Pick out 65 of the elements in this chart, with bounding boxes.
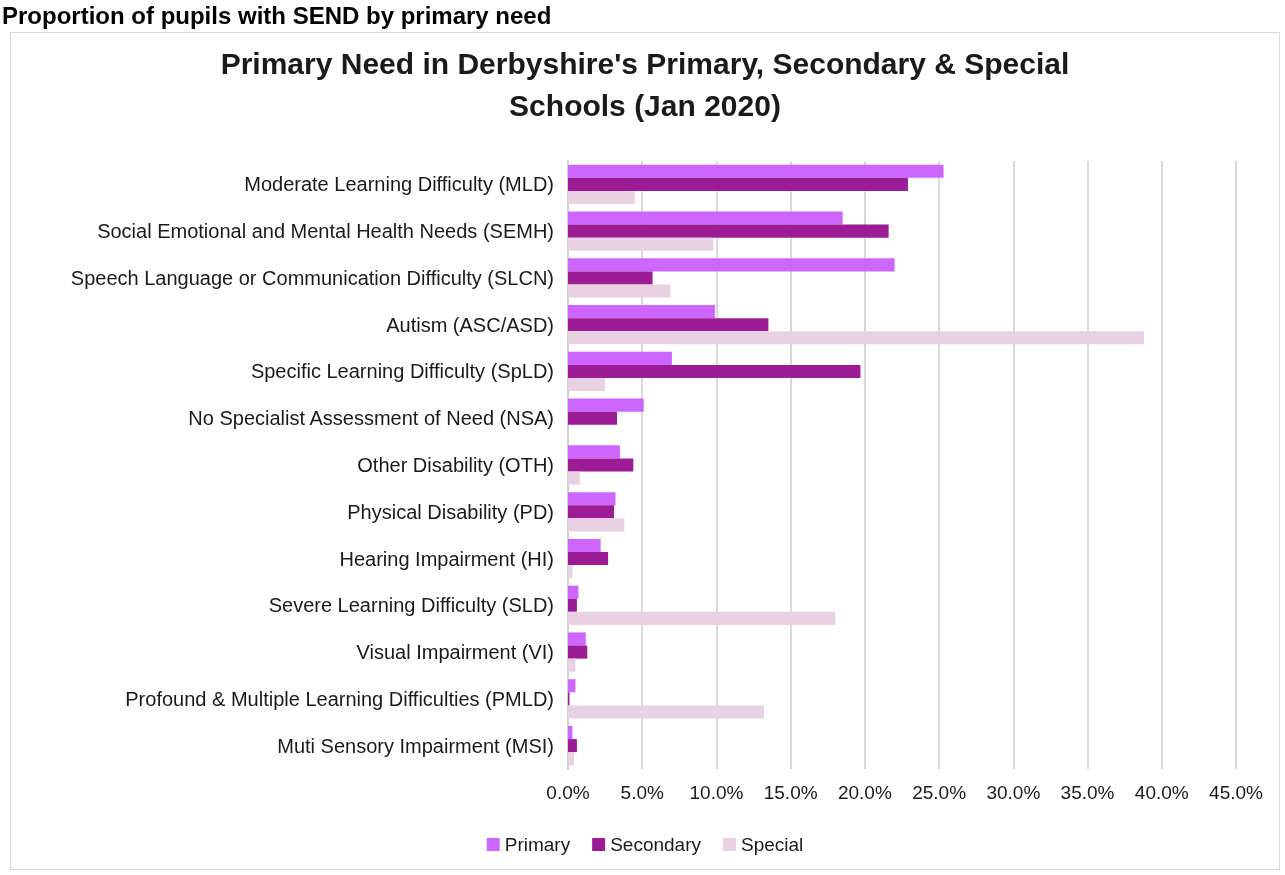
- bar: [568, 458, 634, 472]
- x-tick-label: 20.0%: [837, 782, 892, 803]
- y-tick-label: No Specialist Assessment of Need (NSA): [188, 407, 554, 430]
- bar: [568, 305, 715, 319]
- x-tick-label: 15.0%: [763, 782, 818, 803]
- y-tick-label: Visual Impairment (VI): [356, 641, 554, 664]
- x-tick-label: 0.0%: [546, 782, 590, 803]
- bar: [568, 632, 586, 646]
- y-tick-label: Severe Learning Difficulty (SLD): [268, 594, 554, 617]
- bar: [568, 211, 843, 225]
- bar: [568, 237, 714, 251]
- y-tick-label: Muti Sensory Impairment (MSI): [277, 734, 554, 757]
- y-tick-label: Hearing Impairment (HI): [339, 547, 554, 570]
- bar: [568, 585, 579, 599]
- bar: [568, 725, 573, 740]
- bar: [568, 679, 576, 693]
- bar: [568, 739, 577, 753]
- bar: [568, 378, 606, 392]
- bar: [568, 705, 764, 719]
- bar: [568, 284, 671, 298]
- bar: [568, 598, 577, 612]
- bar: [568, 645, 588, 659]
- bar: [568, 177, 908, 191]
- y-tick-label: Moderate Learning Difficulty (MLD): [244, 173, 554, 196]
- bar: [568, 351, 672, 365]
- y-tick-label: Profound & Multiple Learning Difficulties (PMLD): [125, 687, 554, 710]
- bar: [568, 505, 615, 519]
- bar: [568, 551, 609, 566]
- bar: [568, 565, 573, 579]
- legend-label: Special: [740, 834, 804, 855]
- bar: [568, 611, 836, 625]
- x-tick-label: 35.0%: [1060, 782, 1115, 803]
- bar: [568, 271, 653, 285]
- x-tick-label: 10.0%: [689, 782, 744, 803]
- y-tick-label: Physical Disability (PD): [347, 500, 554, 523]
- bar: [568, 318, 769, 332]
- x-tick-label: 5.0%: [620, 782, 664, 803]
- bar: [568, 658, 576, 672]
- bar: [568, 752, 574, 766]
- y-tick-label: Other Disability (OTH): [357, 454, 554, 476]
- y-tick-label: Specific Learning Difficulty (SpLD): [250, 360, 554, 383]
- y-tick-label: Social Emotional and Mental Health Needs (SEMH): [97, 220, 554, 243]
- bar: [568, 258, 895, 272]
- legend-label: Secondary: [610, 834, 702, 855]
- chart-title: Primary Need in Derbyshire's Primary, Secondary & Special Schools (Jan 2020): [219, 46, 1071, 124]
- y-tick-label: Autism (ASC/ASD): [386, 313, 554, 336]
- bar: [568, 331, 1144, 345]
- bar: [568, 224, 889, 238]
- bar: [568, 411, 617, 425]
- x-tick-label: 40.0%: [1134, 782, 1189, 803]
- text: Proportion of pupils with SEND by primary need: [2, 2, 552, 30]
- bar: [568, 398, 644, 412]
- y-tick-label: Speech Language or Communication Difficulty (SLCN): [70, 266, 554, 289]
- bar: [568, 445, 620, 459]
- bar: [568, 364, 861, 379]
- bar: [568, 190, 635, 205]
- x-tick-label: 25.0%: [912, 782, 967, 803]
- bar: [568, 471, 580, 485]
- bar: [568, 538, 601, 552]
- x-tick-label: 45.0%: [1209, 782, 1264, 803]
- legend-label: Primary: [504, 834, 571, 855]
- bar: [568, 518, 625, 532]
- bar: [568, 164, 944, 178]
- bar: [568, 492, 616, 506]
- x-tick-label: 30.0%: [986, 782, 1041, 803]
